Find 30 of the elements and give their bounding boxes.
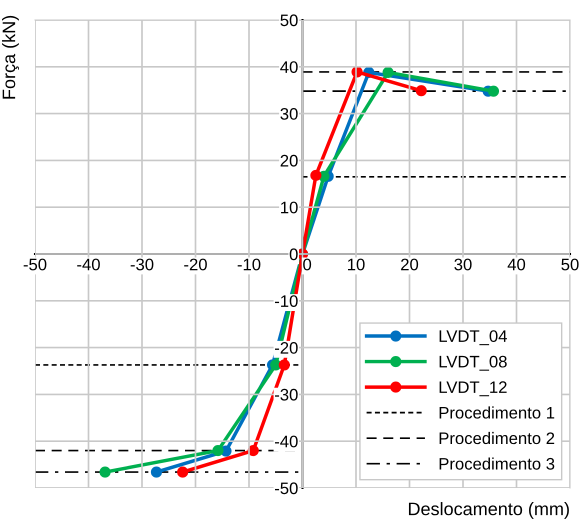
y-tick-label: 20 — [280, 154, 298, 167]
x-tick-label: 50 — [561, 258, 579, 270]
x-tick-label: 0 — [303, 258, 312, 270]
x-axis-title: Deslocamento (mm) — [408, 502, 569, 519]
y-tick-label: 30 — [280, 108, 298, 120]
y-tick-label: -30 — [274, 388, 298, 401]
x-tick-label: -20 — [184, 258, 207, 270]
x-tick-label: -10 — [238, 258, 260, 270]
y-tick-label: -20 — [274, 342, 298, 354]
legend-label: Procedimento 3 — [440, 457, 554, 470]
x-tick-label: -30 — [130, 258, 154, 270]
y-tick-label: 40 — [280, 61, 298, 74]
y-tick-label: 0 — [290, 248, 298, 260]
x-tick-label: 10 — [348, 258, 365, 270]
x-tick-label: 30 — [454, 258, 472, 270]
y-tick-label: -50 — [274, 482, 298, 494]
y-tick-label: 10 — [281, 202, 298, 214]
y-tick-label: -10 — [274, 295, 298, 308]
x-tick-label: 40 — [508, 258, 526, 270]
legend-label: LVDT_04 — [440, 330, 507, 346]
y-axis-title: Força (kN) — [2, 16, 19, 99]
x-tick-label: -40 — [77, 258, 100, 270]
y-tick-label: -40 — [274, 436, 298, 448]
legend-label: LVDT_08 — [440, 356, 507, 371]
x-tick-label: -50 — [24, 258, 46, 270]
x-tick-label: 20 — [401, 258, 418, 270]
legend-label: LVDT_12 — [440, 381, 507, 396]
y-tick-label: 50 — [280, 14, 298, 26]
legend-label: Procedimento 2 — [440, 432, 554, 444]
legend-label: Procedimento 1 — [440, 406, 554, 419]
